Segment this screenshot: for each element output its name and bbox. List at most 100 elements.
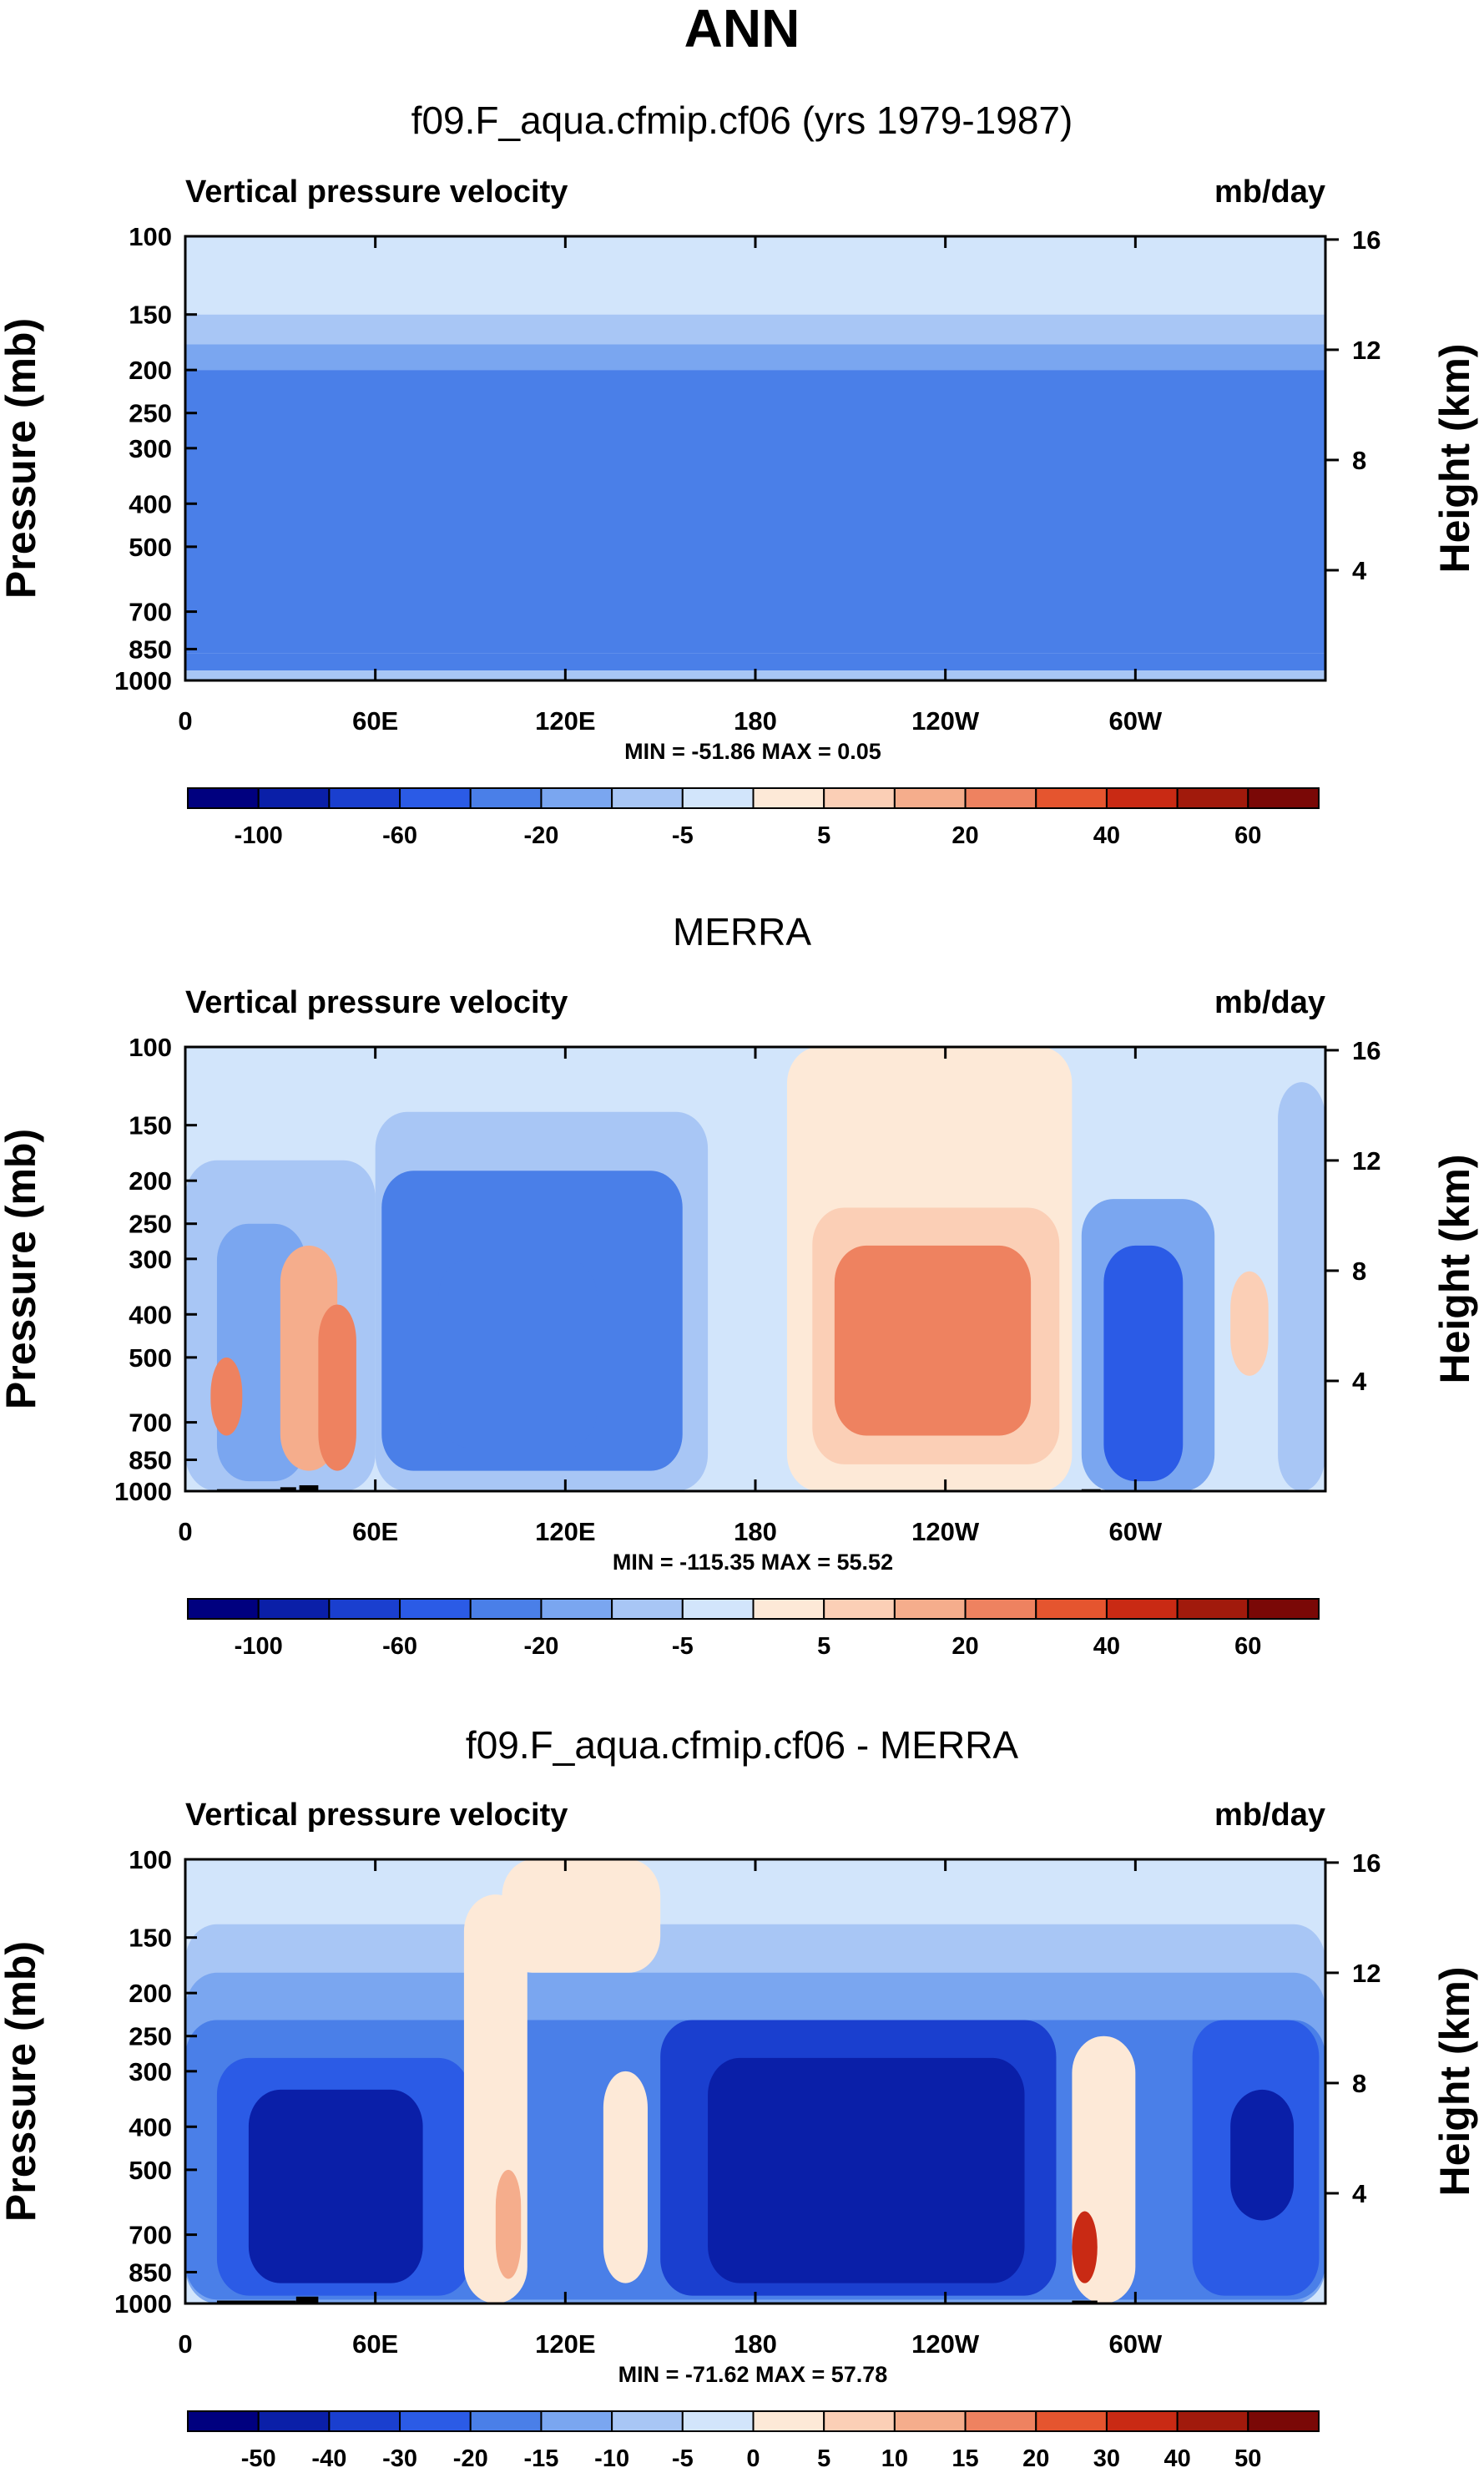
y-tick-label: 500 [129, 2156, 172, 2185]
contour-cell [210, 1357, 243, 1436]
colorbar-swatch [681, 787, 755, 809]
colorbar-swatch [1247, 2410, 1320, 2432]
contour-cell [1278, 1082, 1325, 1491]
contour-band [185, 314, 1325, 345]
colorbar-swatch [1247, 1598, 1320, 1620]
colorbar-swatch [1176, 2410, 1249, 2432]
x-tick-label: 60E [352, 706, 398, 736]
contour-cell [1230, 1271, 1269, 1376]
y2-axis-title: Height (km) [1431, 1155, 1478, 1384]
contour-cell [834, 1245, 1032, 1436]
x-tick-label: 180 [734, 706, 777, 736]
y-tick-label: 500 [129, 533, 172, 562]
colorbar-swatch [964, 1598, 1037, 1620]
y-tick-label: 300 [129, 2057, 172, 2086]
colorbar-swatch [1247, 787, 1320, 809]
colorbar-label: -30 [382, 2445, 417, 2472]
y-tick-label: 700 [129, 598, 172, 627]
colorbar-label: 60 [1234, 1633, 1261, 1660]
colorbar-label: 40 [1093, 1633, 1120, 1660]
colorbar-label: -20 [453, 2445, 488, 2472]
y2-axis-title: Height (km) [1431, 1967, 1478, 2197]
colorbar-swatch [187, 787, 260, 809]
x-tick-label: 120W [911, 706, 980, 736]
contour-field [185, 236, 1325, 680]
colorbar-label: 40 [1093, 822, 1120, 849]
x-tick-label: 0 [178, 2329, 192, 2359]
y-axis-title: Pressure (mb) [0, 1129, 44, 1409]
colorbar-swatch [752, 1598, 825, 1620]
y-tick-label: 1000 [114, 2289, 172, 2319]
contour-band [185, 653, 1325, 671]
variable-label: Vertical pressure velocity [185, 985, 568, 1020]
contour-cell [1072, 2211, 1098, 2283]
colorbar-swatch [540, 1598, 613, 1620]
y-axis-title: Pressure (mb) [0, 1941, 44, 2222]
y-tick-label: 700 [129, 2221, 172, 2250]
colorbar-swatch [540, 2410, 613, 2432]
panel-2: MERRA Vertical pressure velocity mb/day 100… [0, 910, 1478, 1660]
y-tick-label: 400 [129, 489, 172, 518]
colorbar-label: -60 [382, 1633, 417, 1660]
colorbar-swatch [328, 2410, 401, 2432]
contour-cell [495, 2169, 522, 2279]
y2-tick-label: 4 [1352, 1367, 1367, 1396]
colorbar-swatch [611, 2410, 684, 2432]
colorbar-swatch [893, 2410, 967, 2432]
y-tick-label: 200 [129, 356, 172, 385]
colorbar-swatch [328, 787, 401, 809]
contour-band [185, 441, 1325, 654]
colorbar-swatch [257, 787, 331, 809]
y2-tick-label: 16 [1352, 225, 1381, 255]
y-tick-label: 300 [129, 434, 172, 463]
y-tick-label: 850 [129, 635, 172, 664]
colorbar-swatch [893, 1598, 967, 1620]
figure-title: ANN [684, 0, 800, 58]
colorbar-swatch [399, 787, 472, 809]
colorbar-swatch [823, 787, 896, 809]
y-tick-label: 250 [129, 1210, 172, 1239]
x-tick-label: 0 [178, 1517, 192, 1546]
colorbar-swatch [540, 787, 613, 809]
y-tick-label: 100 [129, 222, 172, 251]
x-tick-label: 120E [535, 706, 595, 736]
colorbar-label: -100 [235, 822, 283, 849]
contour-cell [603, 2071, 648, 2283]
colorbar-swatch [752, 2410, 825, 2432]
colorbar-label: 15 [951, 2445, 978, 2472]
colorbar-label: -5 [672, 1633, 694, 1660]
y-tick-label: 250 [129, 2022, 172, 2051]
topography-mask [216, 2300, 296, 2303]
colorbar-label: -100 [235, 1633, 283, 1660]
topography-mask [299, 1484, 319, 1491]
x-tick-label: 0 [178, 706, 192, 736]
colorbar-label: -60 [382, 822, 417, 849]
y2-tick-label: 12 [1352, 1146, 1381, 1176]
units-label: mb/day [1214, 1798, 1325, 1833]
colorbar-label: 20 [951, 822, 978, 849]
colorbar-swatch [1035, 2410, 1108, 2432]
colorbar-label: 20 [1022, 2445, 1049, 2472]
contour-cell [1230, 2089, 1295, 2221]
y2-tick-label: 16 [1352, 1036, 1381, 1065]
colorbar-label: -15 [523, 2445, 558, 2472]
topography-mask [295, 2296, 319, 2303]
contour-cell [318, 1304, 356, 1471]
colorbar-label: 40 [1163, 2445, 1190, 2472]
y2-tick-label: 12 [1352, 1959, 1381, 1988]
colorbar-swatch [1176, 1598, 1249, 1620]
x-tick-label: 120E [535, 1517, 595, 1546]
y2-tick-label: 4 [1352, 2179, 1367, 2208]
units-label: mb/day [1214, 985, 1325, 1020]
colorbar-label: -5 [672, 2445, 694, 2472]
y-tick-label: 1000 [114, 666, 172, 695]
y-tick-label: 100 [129, 1845, 172, 1874]
x-tick-label: 180 [734, 1517, 777, 1546]
y2-tick-label: 16 [1352, 1848, 1381, 1878]
min-max-stats: MIN = -115.35 MAX = 55.52 [613, 1550, 893, 1575]
variable-label: Vertical pressure velocity [185, 1798, 568, 1833]
colorbar-label: 5 [817, 2445, 830, 2472]
colorbar-swatch [469, 1598, 543, 1620]
colorbar-swatch [823, 1598, 896, 1620]
